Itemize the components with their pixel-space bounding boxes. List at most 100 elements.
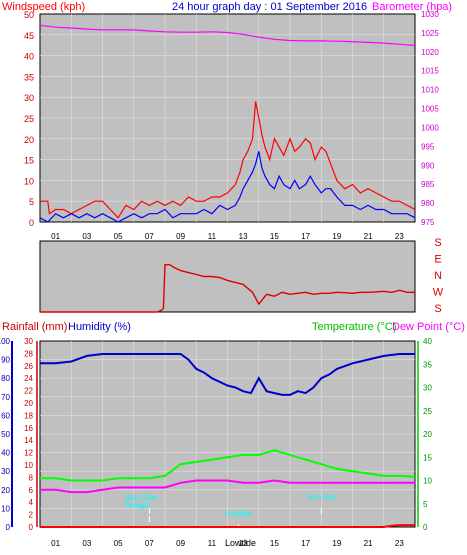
wind-x-tick: 01 [51,232,60,241]
series-humidity [40,353,415,396]
rain-tick: 0 [29,523,34,532]
rain-tick: 16 [24,424,33,433]
windspeed-axis-label: Windspeed (kph) [2,1,85,13]
rain-tick: 14 [24,436,33,445]
series-direction [40,264,415,313]
temp-tick: 20 [423,430,432,439]
direction-tick: S [434,237,441,249]
wind-y-tick: 45 [24,31,34,41]
baro-y-tick: 980 [421,199,435,208]
rain-tick: 4 [29,498,34,507]
marker-sun-set: Sun Set [307,493,336,502]
baro-y-tick: 990 [421,161,435,170]
temp-tick: 30 [423,384,432,393]
direction-tick: S [434,303,441,315]
graph-title: 24 hour graph day : 01 September 2016 [172,1,367,13]
wind-x-tick: 13 [239,232,248,241]
baro-y-tick: 1010 [421,86,439,95]
humidity-tick: 60 [1,411,10,420]
temp-x-tick: 21 [364,539,373,548]
series-gust [40,101,416,219]
rain-tick: 12 [24,449,33,458]
wind-x-tick: 15 [270,232,279,241]
lowtide-bottom-label: Lowtide [225,538,256,548]
humidity-tick: 80 [1,374,10,383]
temp-tick: 15 [423,453,432,462]
wind-y-tick: 20 [24,135,34,145]
temp-tick: 0 [423,523,428,532]
baro-y-tick: 1030 [421,10,439,19]
wind-x-tick: 07 [145,232,154,241]
baro-y-tick: 985 [421,180,435,189]
rain-tick: 8 [29,473,34,482]
marker-sun-rise: Sun Rise [125,493,158,502]
wind-x-tick: 23 [395,232,404,241]
humidity-tick: 100 [0,337,11,346]
temp-x-tick: 03 [82,539,91,548]
rain-tick: 28 [24,349,33,358]
humidity-tick: 90 [1,356,10,365]
wind-y-tick: 0 [29,218,34,228]
series-dew-point [40,479,415,494]
rain-tick: 18 [24,411,33,420]
humidity-tick: 50 [1,430,10,439]
rain-tick: 10 [24,461,33,470]
baro-y-tick: 975 [421,218,435,227]
rain-tick: 30 [24,337,33,346]
rainfall-axis-label: Rainfall (mm) [2,321,67,333]
temp-x-tick: 17 [301,539,310,548]
humidity-tick: 20 [1,486,10,495]
temp-tick: 10 [423,477,432,486]
wind-y-tick: 25 [24,114,34,124]
wind-x-tick: 05 [114,232,123,241]
baro-y-tick: 1005 [421,105,439,114]
rain-tick: 6 [29,486,34,495]
temp-tick: 35 [423,360,432,369]
temp-x-tick: 23 [395,539,404,548]
wind-y-tick: 35 [24,72,34,82]
temp-tick: 40 [423,337,432,346]
series-temperature [40,449,416,482]
temp-x-tick: 09 [176,539,185,548]
wind-x-tick: 03 [82,232,91,241]
dewpoint-axis-label: Dew Point (°C) [392,321,465,333]
series-rainfall [40,524,415,528]
wind-x-tick: 09 [176,232,185,241]
rain-tick: 2 [29,511,34,520]
rain-tick: 26 [24,362,33,371]
temp-x-tick: 07 [145,539,154,548]
temp-x-tick: 05 [114,539,123,548]
series-average [39,151,416,223]
temp-x-tick: 01 [51,539,60,548]
marker-lowtide: Lowtide [225,509,253,518]
direction-plot-area [39,240,416,313]
humidity-tick: 70 [1,393,10,402]
series-barometer [39,24,416,46]
rain-tick: 22 [24,387,33,396]
temp-x-tick: 19 [332,539,341,548]
wind-x-tick: 21 [364,232,373,241]
marker-twilight: Twilight [124,501,151,510]
wind-y-tick: 5 [29,197,34,207]
temp-tick: 5 [423,500,428,509]
rain-tick: 20 [24,399,33,408]
temp-tick: 25 [423,407,432,416]
baro-y-tick: 1025 [421,29,439,38]
direction-tick: N [434,270,442,282]
wind-x-tick: 17 [301,232,310,241]
direction-tick: E [434,254,441,266]
humidity-tick: 10 [1,504,10,513]
humidity-tick: 40 [1,449,10,458]
wind-y-tick: 50 [24,10,34,20]
wind-x-tick: 19 [332,232,341,241]
temp-x-tick: 13 [239,539,248,548]
wind-y-tick: 10 [24,176,34,186]
wind-y-tick: 30 [24,93,34,103]
wind-y-tick: 15 [24,156,34,166]
wind-x-tick: 11 [208,232,217,241]
rain-tick: 24 [24,374,33,383]
temp-x-tick: 11 [208,539,217,548]
baro-y-tick: 1000 [421,123,439,132]
direction-tick: W [433,287,444,299]
